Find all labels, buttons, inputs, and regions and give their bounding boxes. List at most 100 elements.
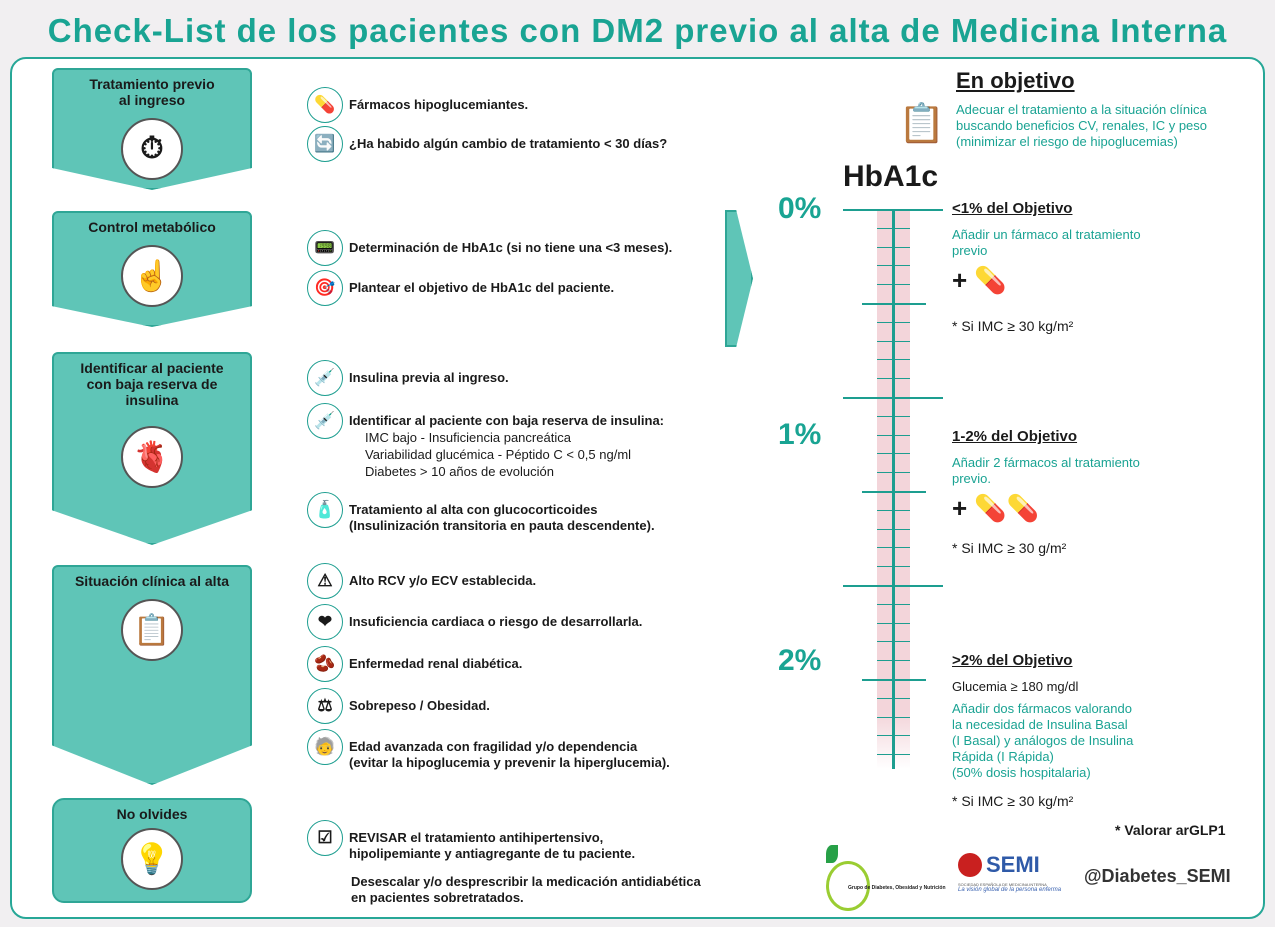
twitter-handle: @Diabetes_SEMI: [1084, 866, 1231, 886]
step-no-olvides: No olvides 💡: [52, 798, 252, 903]
scale-title: HbA1c: [843, 160, 939, 193]
scale-tick: [877, 660, 910, 662]
warning-icon: ⚠: [307, 563, 343, 599]
checklist-item: 🔄 ¿Ha habido algún cambio de tratamiento …: [307, 126, 667, 162]
item-text: Sobrepeso / Obesidad.: [349, 698, 490, 713]
item-subtext: Diabetes > 10 años de evolución: [365, 464, 554, 479]
scale-tick: [877, 227, 910, 229]
item-text: Alto RCV y/o ECV establecida.: [349, 573, 537, 588]
scale-tick: [877, 284, 910, 286]
step-tratamiento-previo: Tratamiento previo al ingreso ⏱: [52, 68, 252, 190]
scale-tick: [877, 453, 910, 455]
item-text: (Insulinización transitoria en pauta des…: [349, 518, 655, 533]
glucometer-icon: 📟: [307, 230, 343, 266]
scale-tick: [862, 491, 926, 493]
item-text: Identificar al paciente con baja reserva…: [349, 413, 665, 428]
line: Añadir un fármaco al tratamiento: [952, 227, 1141, 242]
scale-tick: [877, 622, 910, 624]
checklist-item: 🎯 Plantear el objetivo de HbA1c del pacie…: [307, 270, 614, 306]
logo-semi: SEMI SOCIEDAD ESPAÑOLA DE MEDICINA INTER…: [958, 852, 1062, 893]
medication-change-icon: 🔄: [307, 126, 343, 162]
pills-icon: 💊: [307, 87, 343, 123]
scale-tick: [877, 735, 910, 737]
syringes-icon: 💉: [307, 403, 343, 439]
checklist-item: 📟 Determinación de HbA1c (si no tiene una…: [307, 230, 672, 266]
lightbulb-icon: 💡: [121, 828, 183, 890]
scale-icon: ⚖: [307, 688, 343, 724]
level-0: 0%: [778, 192, 822, 225]
pancreas-icon: 🫀: [121, 426, 183, 488]
item-text: Fármacos hipoglucemiantes.: [349, 97, 529, 112]
level-note: * Si IMC ≥ 30 kg/m²: [952, 793, 1074, 809]
checklist-item: 🫘 Enfermedad renal diabética.: [307, 646, 522, 682]
level-title: 1-2% del Objetivo: [952, 428, 1078, 445]
step-baja-reserva: Identificar al paciente con baja reserva…: [52, 352, 252, 545]
checklist-item: ❤ Insuficiencia cardiaca o riesgo de desa…: [307, 604, 642, 640]
glucometer-hand-icon: ☝: [121, 245, 183, 307]
checklist-item: 💉 Identificar al paciente con baja reserv…: [307, 403, 664, 480]
deescalate-line: Desescalar y/o desprescribir la medicaci…: [351, 874, 701, 889]
level-pre: Glucemia ≥ 180 mg/dl: [952, 679, 1079, 694]
level-block-1-2: 1-2% del Objetivo Añadir 2 fármacos al t…: [952, 428, 1140, 556]
line: (minimizar el riesgo de hipoglucemias): [956, 134, 1178, 149]
item-text: Edad avanzada con fragilidad y/o depende…: [349, 739, 638, 754]
level-title: <1% del Objetivo: [952, 200, 1073, 217]
plus-two-pills-icon: + 💊💊: [952, 493, 1040, 523]
step-label: Identificar al paciente con baja reserva…: [80, 360, 224, 408]
line: Adecuar el tratamiento a la situación cl…: [956, 102, 1207, 117]
item-text: REVISAR el tratamiento antihipertensivo,: [349, 830, 604, 845]
line: previo.: [952, 471, 992, 486]
deescalate-note: Desescalar y/o desprescribir la medicaci…: [351, 874, 701, 906]
glp1-note: * Valorar arGLP1: [1115, 822, 1226, 838]
scale-tick: [843, 397, 943, 399]
scale-tick: [877, 359, 910, 361]
line: (I Basal) y análogos de Insulina: [952, 733, 1134, 748]
elderly-icon: 🧓: [307, 729, 343, 765]
line: previo: [952, 243, 988, 258]
scale-tick: [877, 378, 910, 380]
level-block-lt1: <1% del Objetivo Añadir un fármaco al tr…: [952, 200, 1141, 334]
scale-axis: [892, 209, 895, 769]
line: Añadir dos fármacos valorando: [952, 701, 1132, 716]
item-subtext: IMC bajo - Insuficiencia pancreática: [365, 430, 571, 445]
checklist-item: ☑ REVISAR el tratamiento antihipertensivo…: [307, 820, 635, 862]
clipboard-heart-icon: 📋: [898, 103, 946, 145]
scale-tick: [877, 434, 910, 436]
scale-tick: [877, 547, 910, 549]
item-text: (evitar la hipoglucemia y prevenir la hi…: [349, 755, 670, 770]
item-text: Tratamiento al alta con glucocorticoides: [349, 502, 598, 517]
objective-title: En objetivo: [956, 68, 1075, 93]
line: la necesidad de Insulina Basal: [952, 717, 1128, 732]
logo-grupo-diabetes: Grupo de Diabetes, Obesidad y Nutrición: [822, 845, 946, 913]
deescalate-line: en pacientes sobretratados.: [351, 890, 524, 905]
item-subtext: Variabilidad glucémica - Péptido C < 0,5…: [365, 447, 632, 462]
step-label: Tratamiento previo al ingreso: [89, 76, 215, 108]
step-label: Control metabólico: [88, 219, 216, 235]
clock-icon: ⏱: [121, 118, 183, 180]
level-title: >2% del Objetivo: [952, 652, 1073, 669]
item-text: Insuficiencia cardiaca o riesgo de desar…: [349, 614, 643, 629]
page-title: Check-List de los pacientes con DM2 prev…: [47, 12, 1228, 49]
scale-tick: [862, 303, 926, 305]
line: Añadir 2 fármacos al tratamiento: [952, 455, 1140, 470]
checklist-item: 💉 Insulina previa al ingreso.: [307, 360, 509, 396]
scale-tick: [877, 566, 910, 568]
scale-tick: [877, 265, 910, 267]
item-text: Determinación de HbA1c (si no tiene una …: [349, 240, 673, 255]
objective-text: Adecuar el tratamiento a la situación cl…: [956, 102, 1207, 150]
line: Rápida (I Rápida): [952, 749, 1054, 764]
item-text: Enfermedad renal diabética.: [349, 656, 523, 671]
step-control-metabolico: Control metabólico ☝: [52, 211, 252, 327]
scale-tick: [843, 585, 943, 587]
checklist-item: 🧓 Edad avanzada con fragilidad y/o depend…: [307, 729, 670, 771]
plus-pill-icon: + 💊: [952, 265, 1007, 295]
level-note: * Si IMC ≥ 30 kg/m²: [952, 318, 1074, 334]
clipboard-icon: 📋: [121, 599, 183, 661]
scale-tick: [877, 716, 910, 718]
scale-tick: [877, 509, 910, 511]
checklist-icon: ☑: [307, 820, 343, 856]
syringe-icon: 💉: [307, 360, 343, 396]
heart-icon: ❤: [307, 604, 343, 640]
kidney-icon: 🫘: [307, 646, 343, 682]
checklist-item: ⚠ Alto RCV y/o ECV establecida.: [307, 563, 536, 599]
